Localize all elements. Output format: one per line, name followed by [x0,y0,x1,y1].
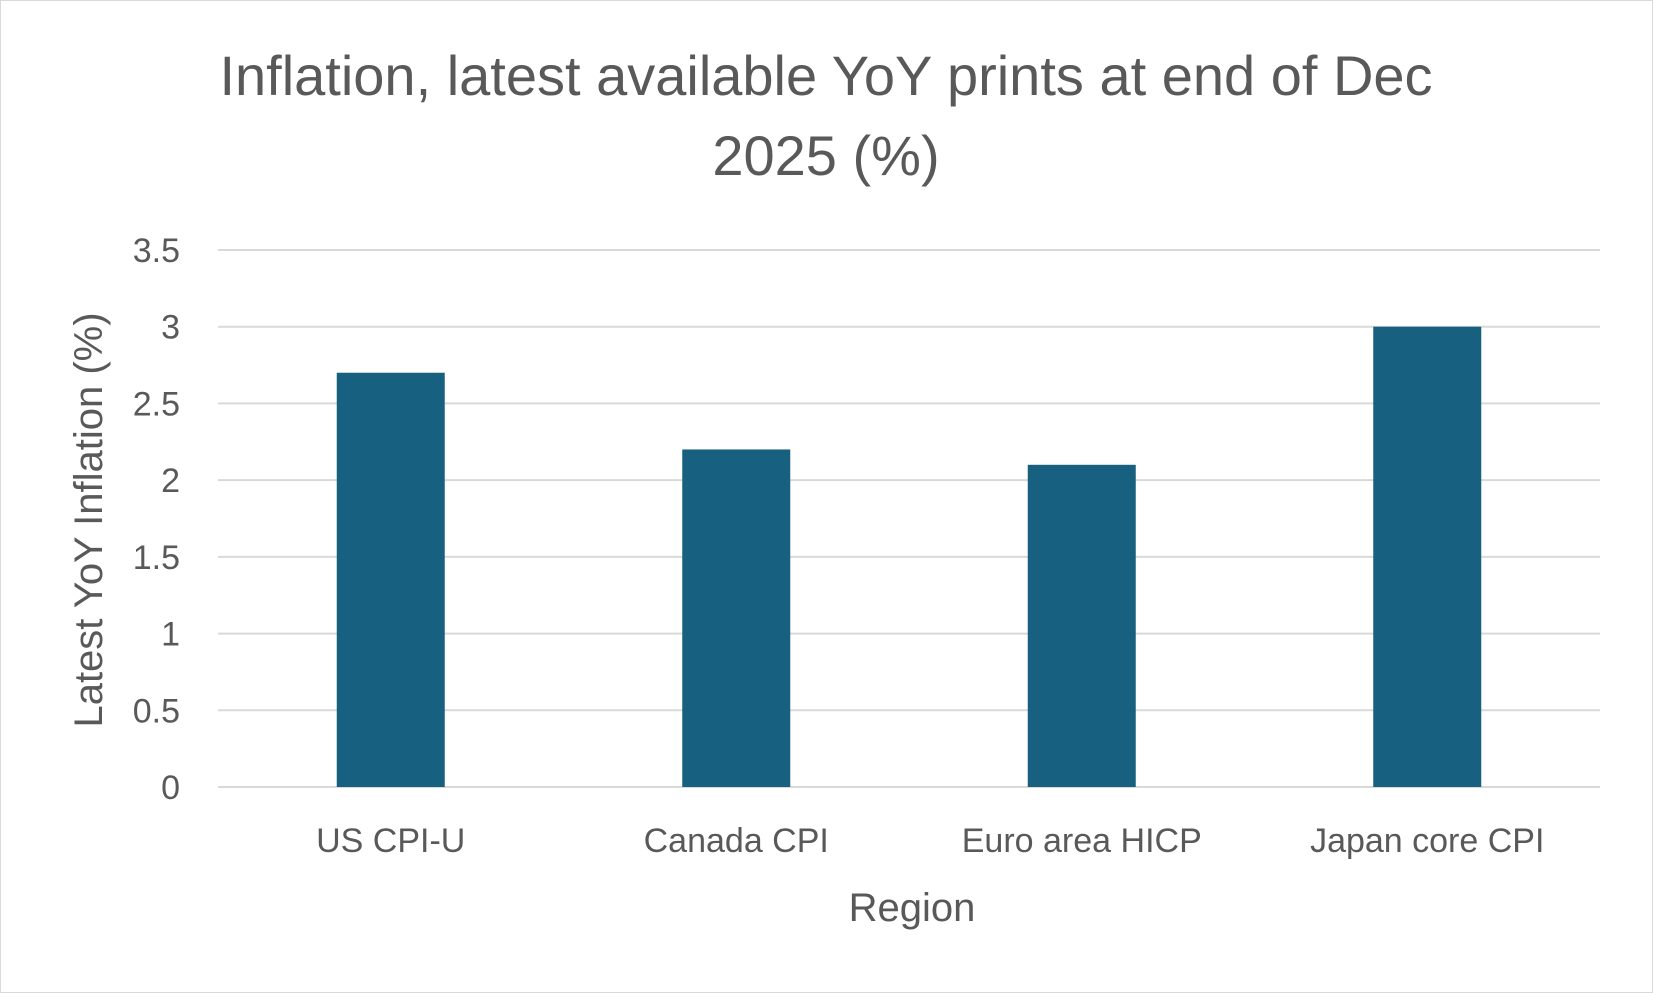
y-tick-label: 3 [161,309,180,347]
y-axis-tick-labels: 0 0.5 1 1.5 2 2.5 3 3.5 [133,232,180,807]
y-tick-label: 0.5 [133,692,180,730]
y-axis-title: Latest YoY Inflation (%) [67,312,111,727]
y-tick-label: 2.5 [133,385,180,423]
bar [336,372,445,787]
bar [682,449,791,787]
x-tick-label: US CPI-U [316,822,465,860]
gridlines [218,249,1600,788]
x-tick-label: Japan core CPI [1310,822,1544,860]
x-tick-label: Euro area HICP [962,822,1202,860]
x-axis-title: Region [849,886,976,930]
bars [336,326,1482,787]
y-tick-label: 2 [161,462,180,500]
x-tick-label: Canada CPI [644,822,829,860]
bar [1373,326,1482,787]
bar [1027,464,1136,787]
chart-title-line-2: 2025 (%) [712,124,939,187]
y-tick-label: 3.5 [133,232,180,270]
y-tick-label: 1 [161,616,180,654]
y-tick-label: 0 [161,769,180,807]
y-tick-label: 1.5 [133,539,180,577]
x-axis-tick-labels: US CPI-U Canada CPI Euro area HICP Japan co… [316,822,1544,860]
chart-title-line-1: Inflation, latest available YoY prints a… [219,44,1432,107]
